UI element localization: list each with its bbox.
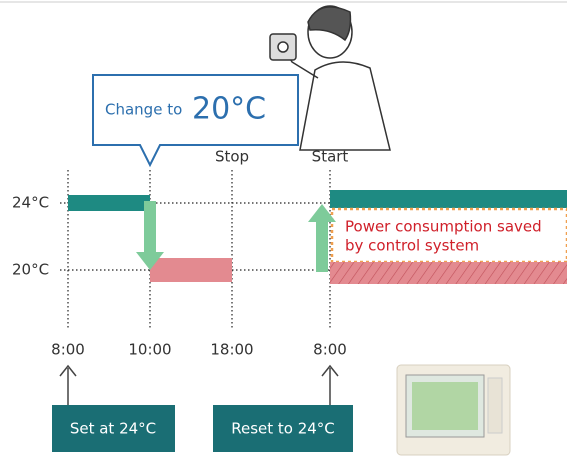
time-label: 18:00 — [210, 341, 253, 359]
time-label: 10:00 — [128, 341, 171, 359]
start-label: Start — [312, 148, 349, 166]
action-text: Reset to 24°C — [231, 420, 335, 438]
level-label: 20°C — [12, 261, 49, 279]
hatch — [330, 262, 567, 284]
callout-value: 20°C — [192, 92, 266, 127]
stop-label: Stop — [215, 148, 249, 166]
level-bar — [68, 195, 150, 211]
level-label: 24°C — [12, 194, 49, 212]
pointer-arrow — [60, 366, 76, 405]
callout-prefix: Change to — [105, 101, 182, 119]
action-text: Set at 24°C — [70, 420, 156, 438]
pointer-arrow — [322, 366, 338, 405]
note-line: Power consumption saved — [345, 218, 542, 236]
controller-illustration — [397, 365, 510, 455]
level-bar — [330, 190, 567, 208]
time-label: 8:00 — [313, 341, 347, 359]
level-bar — [150, 258, 232, 282]
diagram: Change to 20°C Stop Start 24°C 20°C Powe… — [0, 0, 567, 463]
note-line: by control system — [345, 237, 479, 255]
time-label: 8:00 — [51, 341, 85, 359]
